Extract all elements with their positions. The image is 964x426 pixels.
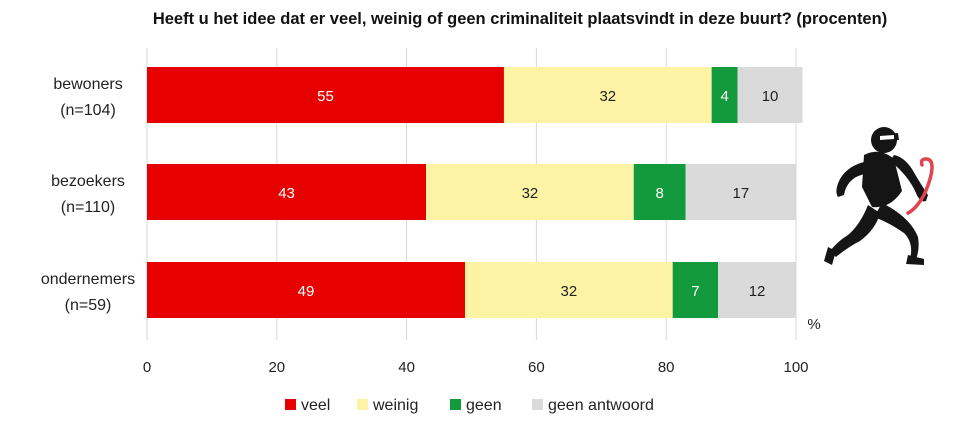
bar-segment-geen — [672, 262, 719, 318]
category-label: ondernemers — [41, 271, 135, 288]
legend: veel weinig geen geen antwoord — [285, 397, 654, 414]
category-n-label: (n=104) — [60, 102, 116, 119]
x-tick-label: 0 — [143, 359, 151, 376]
data-label: 4 — [720, 88, 728, 105]
data-label: 49 — [298, 283, 315, 300]
bar-segment-geen — [633, 164, 686, 220]
x-tick-label: 60 — [528, 359, 545, 376]
burglar-with-crowbar-icon — [824, 127, 934, 265]
legend-label: geen — [466, 397, 502, 414]
data-label: 7 — [691, 283, 699, 300]
bar-segment-geen-antwoord — [718, 262, 796, 318]
bar-segment-weinig — [465, 262, 673, 318]
data-label: 8 — [656, 185, 664, 202]
legend-swatch — [357, 399, 368, 410]
x-tick-label: 100 — [783, 359, 808, 376]
category-n-label: (n=59) — [65, 297, 112, 314]
data-label: 55 — [317, 88, 334, 105]
category-n-label: (n=110) — [61, 199, 115, 216]
legend-label: geen antwoord — [548, 397, 654, 414]
data-label: 17 — [732, 185, 749, 202]
category-label: bezoekers — [51, 173, 125, 190]
bar-segment-geen-antwoord — [737, 67, 803, 123]
bar-segment-weinig — [503, 67, 712, 123]
data-label: 32 — [561, 283, 578, 300]
category-labels: bewoners (n=104) bezoekers (n=110) onderneme… — [41, 76, 135, 314]
legend-swatch — [532, 399, 543, 410]
bar-segment-veel — [147, 67, 504, 123]
category-label: bewoners — [53, 76, 122, 93]
data-label: 43 — [278, 185, 295, 202]
bar-segment-weinig — [426, 164, 634, 220]
bar-segment-geen — [711, 67, 738, 123]
data-label: 32 — [599, 88, 616, 105]
x-tick-label: 20 — [268, 359, 285, 376]
bar-segment-veel — [147, 262, 466, 318]
legend-swatch — [285, 399, 296, 410]
bar-segment-geen-antwoord — [685, 164, 796, 220]
data-label: 10 — [762, 88, 779, 105]
bars: 55 32 4 10 43 32 8 17 49 32 7 12 — [147, 67, 803, 318]
data-label: 12 — [749, 283, 766, 300]
data-label: 32 — [522, 185, 539, 202]
x-unit-label: % — [807, 316, 820, 333]
x-tick-label: 40 — [398, 359, 415, 376]
chart-title: Heeft u het idee dat er veel, weinig of … — [153, 10, 887, 28]
x-axis: 0 20 40 60 80 100 — [143, 359, 809, 376]
legend-label: veel — [301, 397, 330, 414]
legend-swatch — [450, 399, 461, 410]
legend-label: weinig — [372, 397, 418, 414]
x-tick-label: 80 — [658, 359, 675, 376]
bar-segment-veel — [147, 164, 427, 220]
